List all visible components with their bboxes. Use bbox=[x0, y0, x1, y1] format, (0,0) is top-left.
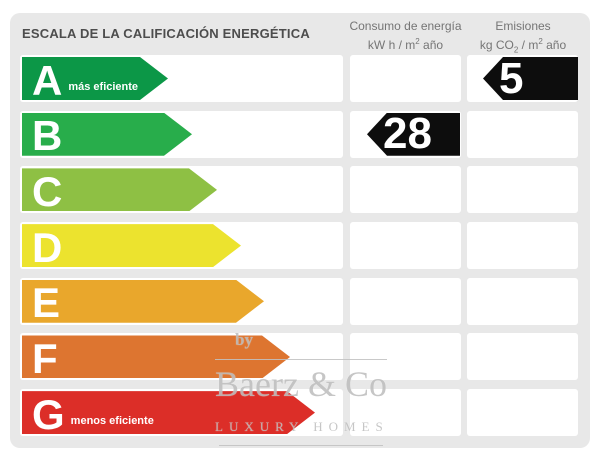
consumo-cell-g bbox=[350, 389, 461, 437]
consumo-header-line1: Consumo de energía bbox=[349, 19, 462, 33]
rating-letter-g: G bbox=[32, 390, 65, 438]
rating-label-d bbox=[62, 260, 68, 267]
consumo-value: 28 bbox=[383, 109, 432, 159]
rating-row-c: C bbox=[20, 166, 580, 214]
consumo-value-arrow: 28 bbox=[367, 109, 460, 159]
watermark-bottom-rule bbox=[219, 445, 383, 446]
rating-row-d: D bbox=[20, 222, 580, 270]
emisiones-cell-c bbox=[467, 166, 578, 214]
rating-arrow-e: E bbox=[22, 280, 264, 323]
rating-arrow-g: G menos eficiente bbox=[22, 391, 315, 434]
consumo-header-unit: kW h / m2 año bbox=[367, 37, 444, 52]
rating-arrow-d: D bbox=[22, 224, 241, 267]
rating-row-e: E bbox=[20, 277, 580, 325]
rating-label-g: menos eficiente bbox=[70, 415, 154, 428]
rating-row-b: B 28 bbox=[20, 109, 580, 159]
rating-arrow-b: B bbox=[22, 113, 192, 156]
rating-arrow-a: A más eficiente bbox=[22, 57, 168, 100]
rating-arrow-f: F bbox=[22, 335, 290, 378]
consumo-cell-f bbox=[350, 333, 461, 381]
rating-row-g: G menos eficiente bbox=[20, 389, 580, 437]
consumo-cell-e bbox=[350, 277, 461, 325]
rating-arrow-c: C bbox=[22, 168, 217, 211]
rating-letter-a: A bbox=[32, 56, 63, 104]
watermark-tagline: LUXURY HOMES bbox=[215, 419, 389, 434]
watermark-top-rule bbox=[215, 359, 387, 360]
rating-letter-e: E bbox=[32, 279, 61, 327]
scale-cell-g: G menos eficiente bbox=[20, 389, 343, 437]
emisiones-value: 5 bbox=[499, 53, 524, 103]
scale-cell-e: E bbox=[20, 277, 343, 325]
watermark-brand-name: Baerz & Co bbox=[215, 364, 387, 404]
watermark-by-text: by bbox=[235, 330, 253, 349]
consumo-cell-b: 28 bbox=[350, 109, 461, 159]
scale-cell-a: A más eficiente bbox=[20, 55, 343, 102]
emisiones-cell-b bbox=[467, 110, 578, 158]
rating-label-b bbox=[62, 149, 68, 156]
rating-label-e bbox=[60, 316, 66, 323]
rating-label-f bbox=[58, 371, 64, 378]
energy-scale-card: ESCALA DE LA CALIFICACIÓN ENERGÉTICA Con… bbox=[10, 13, 590, 448]
emisiones-header-unit: kg CO2 / m2 año bbox=[479, 37, 567, 55]
emisiones-header-line1: Emisiones bbox=[495, 19, 551, 33]
scale-cell-b: B bbox=[20, 110, 343, 158]
page-title: ESCALA DE LA CALIFICACIÓN ENERGÉTICA bbox=[22, 26, 310, 41]
consumo-cell-a bbox=[350, 55, 461, 102]
consumo-cell-d bbox=[350, 222, 461, 270]
rating-letter-c: C bbox=[32, 167, 63, 215]
rating-letter-f: F bbox=[32, 335, 58, 382]
rating-row-f: F bbox=[20, 333, 580, 381]
rating-row-a: A más eficiente 5 bbox=[20, 55, 580, 102]
rating-rows: A más eficiente 5 B 28 bbox=[20, 55, 580, 437]
emisiones-value-arrow: 5 bbox=[483, 57, 578, 100]
emisiones-cell-d bbox=[467, 222, 578, 270]
emisiones-cell-e bbox=[467, 277, 578, 325]
rating-label-a: más eficiente bbox=[68, 81, 139, 93]
rating-letter-d: D bbox=[32, 223, 63, 271]
scale-cell-d: D bbox=[20, 222, 343, 270]
emisiones-cell-f bbox=[467, 333, 578, 381]
emisiones-cell-a: 5 bbox=[467, 55, 578, 102]
emisiones-column-header: Emisiones kg CO2 / m2 año bbox=[462, 19, 584, 57]
consumo-column-header: Consumo de energía kW h / m2 año bbox=[348, 19, 463, 53]
rating-letter-b: B bbox=[32, 112, 63, 160]
emisiones-cell-g bbox=[467, 389, 578, 437]
scale-cell-f: F bbox=[20, 333, 343, 381]
scale-cell-c: C bbox=[20, 166, 343, 214]
consumo-cell-c bbox=[350, 166, 461, 214]
rating-label-c bbox=[62, 204, 68, 211]
